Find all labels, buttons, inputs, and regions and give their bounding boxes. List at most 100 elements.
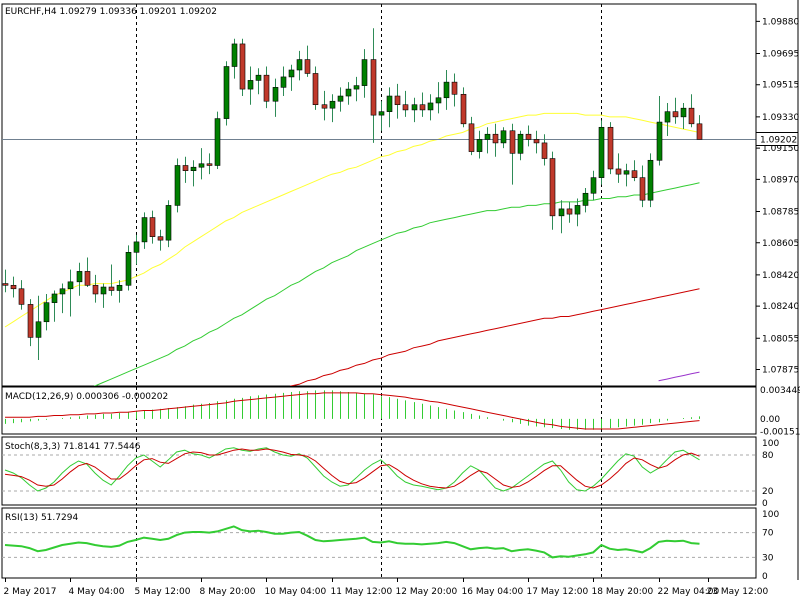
candle-body-down — [207, 164, 212, 166]
candle-body-up — [665, 112, 670, 122]
candle-body-up — [575, 205, 580, 214]
x-tick-label: 8 May 20:00 — [200, 587, 256, 597]
candle-body-up — [412, 105, 417, 110]
stoch-tick-label: 100 — [762, 439, 779, 449]
candle-body-up — [142, 218, 147, 242]
x-tick-label: 4 May 04:00 — [69, 587, 125, 597]
candle-body-up — [648, 160, 653, 200]
candle-body-down — [3, 284, 8, 286]
candle-body-up — [624, 171, 629, 174]
stoch-tick-label: 20 — [762, 487, 774, 497]
macd-tick-label: -0.001519 — [760, 428, 800, 438]
rsi-tick-label: 100 — [762, 510, 779, 520]
candle-body-down — [493, 134, 498, 143]
candle-body-down — [11, 285, 16, 288]
candle-body-down — [640, 178, 645, 201]
candle-body-up — [297, 60, 302, 70]
candle-body-up — [428, 103, 433, 110]
candle-body-down — [689, 108, 694, 124]
candle-body-down — [240, 44, 245, 89]
candle-body-down — [150, 218, 155, 237]
price-tick-label: 1.08785 — [762, 207, 799, 217]
candle-body-up — [134, 242, 139, 252]
candle-body-down — [469, 124, 474, 152]
candle-body-down — [534, 139, 539, 142]
price-tick-label: 1.08420 — [762, 271, 799, 281]
candle-body-down — [109, 287, 114, 290]
price-tick-label: 1.09880 — [762, 17, 799, 27]
candle-body-up — [477, 139, 482, 151]
candle-body-up — [224, 67, 229, 119]
candle-body-down — [93, 285, 98, 294]
x-tick-label: 18 May 20:00 — [592, 587, 654, 597]
stoch-tick-label: 0 — [762, 499, 768, 509]
candle-body-down — [608, 127, 613, 169]
candle-body-up — [583, 193, 588, 205]
candle-body-up — [444, 82, 449, 98]
candle-body-up — [232, 44, 237, 67]
candle-body-down — [632, 171, 637, 178]
price-title: EURCHF,H4 1.09279 1.09336 1.09201 1.0920… — [5, 7, 217, 17]
price-tick-label: 1.09330 — [762, 113, 799, 123]
candle-body-up — [199, 164, 204, 167]
x-tick-label: 2 May 2017 — [4, 587, 57, 597]
candle-body-up — [346, 89, 351, 96]
candle-body-up — [591, 178, 596, 194]
candle-body-down — [313, 73, 318, 104]
candle-body-up — [191, 167, 196, 170]
price-tick-label: 1.08970 — [762, 175, 799, 185]
candle-body-up — [281, 77, 286, 87]
rsi-tick-label: 0 — [762, 572, 768, 582]
candle-body-up — [338, 96, 343, 101]
candle-body-up — [248, 80, 253, 89]
candle-body-up — [101, 287, 106, 294]
candle-body-up — [362, 60, 367, 86]
candle-body-up — [52, 294, 57, 303]
candle-body-down — [183, 165, 188, 170]
price-tick-label: 1.09695 — [762, 49, 799, 59]
candle-body-up — [289, 70, 294, 77]
price-tick-label: 1.08055 — [762, 334, 799, 344]
candle-body-up — [681, 108, 686, 117]
stoch-title: Stoch(8,3,3) 71.8141 77.5446 — [5, 442, 141, 452]
candle-body-up — [379, 112, 384, 115]
x-tick-label: 23 May 12:00 — [707, 587, 769, 597]
candle-body-up — [166, 205, 171, 240]
price-tick-label: 1.07875 — [762, 366, 799, 376]
candle-body-up — [117, 285, 122, 290]
x-tick-label: 10 May 04:00 — [265, 587, 327, 597]
candle-body-up — [518, 134, 523, 153]
candle-body-up — [60, 289, 65, 294]
current-price-label: 1.09202 — [760, 136, 797, 146]
candle-body-up — [256, 75, 261, 80]
candle-body-up — [657, 122, 662, 160]
candle-body-down — [510, 131, 515, 154]
candle-body-up — [215, 119, 220, 166]
candle-body-down — [322, 105, 327, 108]
candle-body-down — [420, 105, 425, 110]
rsi-tick-label: 30 — [762, 553, 774, 563]
candle-body-up — [599, 127, 604, 177]
candle-body-up — [273, 87, 278, 101]
candle-body-up — [387, 96, 392, 112]
macd-tick-label: 0.003449 — [760, 386, 800, 396]
rsi-title: RSI(13) 51.7294 — [5, 513, 78, 523]
stoch-tick-label: 80 — [762, 451, 774, 461]
candle-body-down — [452, 82, 457, 94]
candle-body-down — [697, 124, 702, 140]
candle-body-down — [371, 60, 376, 116]
price-tick-label: 1.08240 — [762, 302, 799, 312]
price-tick-label: 1.08605 — [762, 239, 799, 249]
candle-body-down — [19, 289, 24, 305]
candle-body-down — [673, 112, 678, 117]
candle-body-down — [550, 159, 555, 216]
macd-tick-label: 0.00 — [760, 415, 780, 425]
candle-body-up — [485, 134, 490, 139]
candle-body-down — [158, 237, 163, 240]
candle-body-up — [501, 131, 506, 143]
rsi-tick-label: 70 — [762, 529, 774, 539]
candle-body-up — [126, 252, 131, 285]
candle-body-up — [330, 101, 335, 108]
